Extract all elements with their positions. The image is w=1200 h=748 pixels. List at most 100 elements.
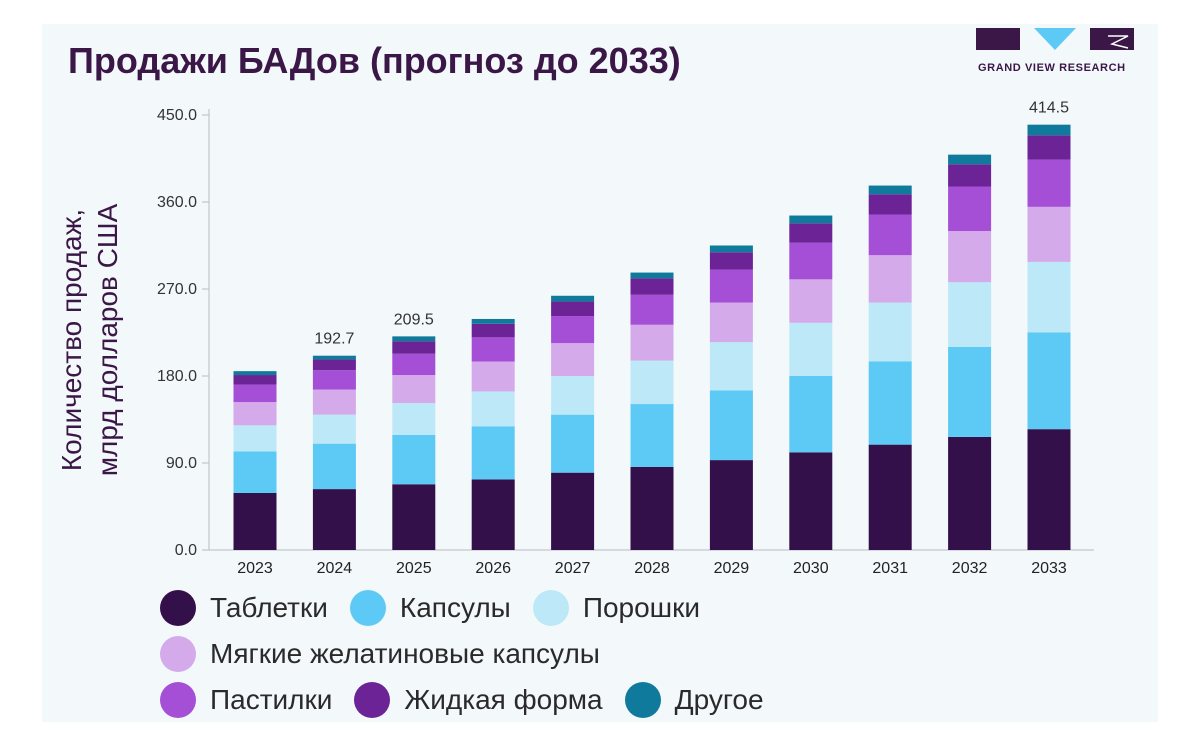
x-tick-label: 2025 <box>396 560 432 577</box>
bar-segment <box>1027 135 1071 160</box>
x-tick-label: 2026 <box>475 560 511 577</box>
logo-block-right <box>1090 28 1134 50</box>
bar-segment <box>709 245 753 253</box>
x-tick-label: 2027 <box>555 560 591 577</box>
bar-segment <box>630 294 674 325</box>
bar-segment <box>392 336 436 342</box>
bar-segment <box>392 375 436 404</box>
legend-item: Таблетки <box>160 590 328 626</box>
bar-segment <box>1027 332 1071 430</box>
bar-segment <box>233 371 277 376</box>
x-tick-label: 2033 <box>1031 560 1067 577</box>
legend-item: Пастилки <box>160 682 332 718</box>
y-tick-label: 270.0 <box>157 281 197 298</box>
bar-segment <box>233 425 277 452</box>
bar-segment <box>551 316 595 344</box>
bar-segment <box>630 360 674 405</box>
bar-segment <box>312 355 356 360</box>
y-tick-label: 0.0 <box>175 542 197 559</box>
bar-segment <box>709 342 753 391</box>
bar-segment <box>709 302 753 343</box>
y-tick-label: 450.0 <box>157 107 197 124</box>
legend-label: Порошки <box>582 592 701 623</box>
bar-segment <box>868 185 912 195</box>
bar-segment <box>233 492 277 550</box>
chart-legend: Таблетки Капсулы Порошки Мягкие желатиновые… <box>160 585 920 723</box>
y-tick-label: 180.0 <box>157 368 197 385</box>
bar-segment <box>551 472 595 550</box>
bar-segment <box>233 402 277 426</box>
brand-name: GRAND VIEW RESEARCH <box>978 62 1126 74</box>
bar-segment <box>789 322 833 376</box>
bar-segment <box>312 443 356 490</box>
legend-swatch <box>624 682 661 718</box>
bar-segment <box>312 414 356 444</box>
bar-segment <box>1027 124 1071 136</box>
legend-row: Таблетки Капсулы Порошки <box>160 585 920 631</box>
data-label: 414.5 <box>1029 100 1069 117</box>
bar-segment <box>948 436 992 550</box>
grand-view-research-logo <box>976 28 1134 50</box>
legend-swatch <box>160 682 196 718</box>
bar-segment <box>948 154 992 165</box>
bar-segment <box>471 391 515 427</box>
bar-segment <box>392 403 436 435</box>
bar-segment <box>709 252 753 270</box>
x-tick-label: 2032 <box>952 560 988 577</box>
bar-segment <box>551 343 595 376</box>
bar-segment <box>471 318 515 324</box>
legend-swatch <box>160 590 196 626</box>
bar-segment <box>392 341 436 354</box>
logo-mark-line <box>1108 35 1129 49</box>
bar-segment <box>471 323 515 338</box>
x-tick-label: 2028 <box>634 560 670 577</box>
bar-segment <box>868 214 912 256</box>
bar-segment <box>312 370 356 390</box>
legend-swatch <box>160 636 196 672</box>
bar-segment <box>312 389 356 415</box>
bar-segment <box>551 301 595 317</box>
bar-segment <box>709 390 753 461</box>
bar-segment <box>630 278 674 295</box>
legend-row: Пастилки Жидкая форма Другое <box>160 677 920 723</box>
bar-segment <box>630 404 674 467</box>
bar-segment <box>789 376 833 453</box>
bar-segment <box>630 466 674 550</box>
bar-segment <box>948 164 992 187</box>
legend-item: Капсулы <box>349 590 511 626</box>
x-tick-label: 2030 <box>793 560 829 577</box>
legend-label: Мягкие желатиновые капсулы <box>210 638 600 669</box>
bar-segment <box>551 414 595 473</box>
legend-swatch <box>532 590 569 626</box>
bar-segment <box>868 361 912 445</box>
bar-segment <box>471 426 515 480</box>
legend-item: Другое <box>624 682 764 718</box>
bar-segment <box>868 302 912 362</box>
legend-swatch <box>349 590 386 626</box>
logo-triangle <box>1034 28 1076 50</box>
data-label: 192.7 <box>314 331 354 348</box>
legend-label: Таблетки <box>210 592 328 623</box>
legend-item: Жидкая форма <box>354 682 603 718</box>
bar-segment <box>948 282 992 347</box>
data-label: 209.5 <box>394 311 434 328</box>
bar-segment <box>233 451 277 493</box>
bar-segment <box>471 337 515 362</box>
y-tick-label: 90.0 <box>166 455 197 472</box>
page-title: Продажи БАДов (прогноз до 2033) <box>68 40 681 81</box>
legend-label: Жидкая форма <box>404 684 603 715</box>
x-tick-label: 2023 <box>237 560 273 577</box>
legend-label: Капсулы <box>399 592 511 623</box>
bar-segment <box>1027 429 1071 550</box>
bar-segment <box>233 384 277 403</box>
bar-segment <box>471 361 515 392</box>
bar-segment <box>868 444 912 550</box>
logo-block-left <box>976 28 1020 50</box>
bar-segment <box>868 194 912 215</box>
bar-segment <box>471 479 515 550</box>
bar-segment <box>789 223 833 243</box>
bar-segment <box>392 484 436 550</box>
bar-segment <box>392 434 436 485</box>
y-tick-label: 360.0 <box>157 194 197 211</box>
